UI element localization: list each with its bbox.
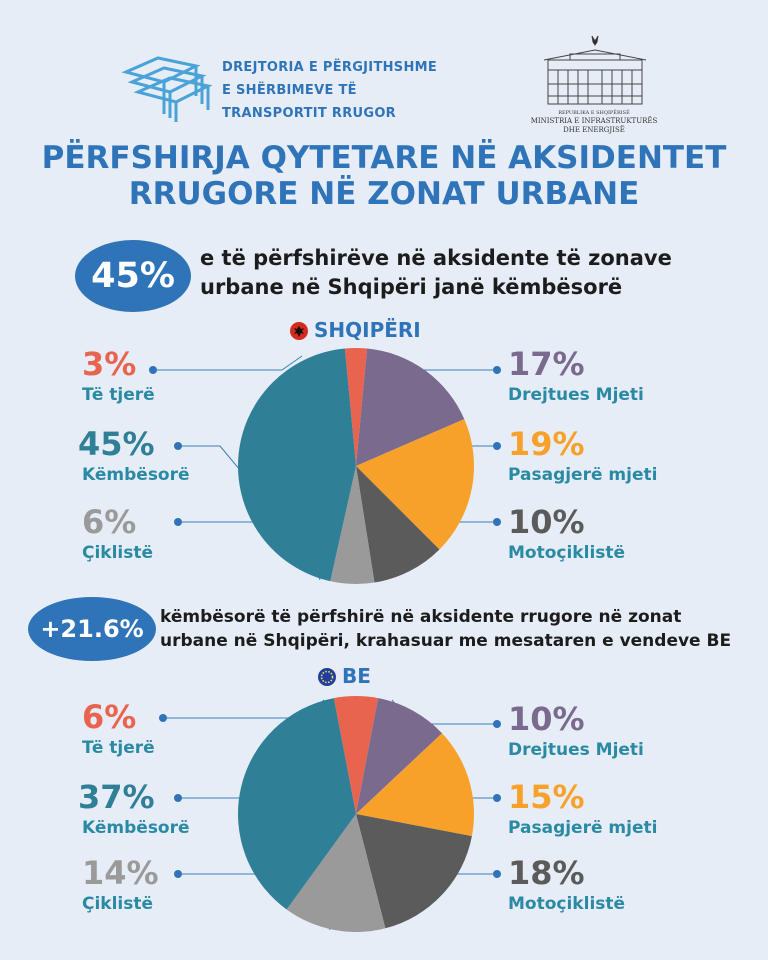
ministry-line-1: REPUBLIKA E SHQIPËRISË [558,110,630,116]
eu-slice-ciklistë [286,814,386,932]
albania-kembesore-marker-dot [174,442,182,450]
albania-drejtues-label: Drejtues Mjeti [508,385,644,405]
eu-flag-icon [318,668,336,686]
eu-drejtues-label: Drejtues Mjeti [508,740,644,760]
eu-ciklistë-marker-dot [174,870,182,878]
eu-motociklistë-label: Motoçiklistë [508,894,626,914]
eu-slice-drejtues [356,698,443,814]
ministry-line-3: DHE ENERGJISË [563,126,625,134]
eu-drejtues-value: 10% [508,700,585,738]
eu-kembesore-value: 37% [78,778,155,816]
eu-ciklistë-label: Çiklistë [82,894,154,914]
eu-pasagjere-marker-dot [493,794,501,802]
albania-kembesore-value: 45% [78,425,155,463]
albania-slice-drejtues [356,348,465,466]
org-name-line-2: E SHËRBIMEVE TË [222,83,357,98]
eu-motociklistë-value: 18% [508,854,585,892]
albania-slice-te-tjere [344,347,368,466]
section-title-albania: SHQIPËRI [314,318,421,342]
org-name-line-3: TRANSPORTIT RRUGOR [222,106,396,121]
eu-drejtues-marker-dot [493,720,501,728]
highlight-216-text: këmbësorë të përfshirë në aksidente rrug… [160,607,732,651]
highlight-216-badge: +21.6% [28,597,156,661]
albania-te-tjere-leader-line [153,355,303,371]
dpshtrr-logo [121,56,213,122]
albania-pasagjere-label: Pasagjerë mjeti [508,465,658,485]
eu-pasagjere-value: 15% [508,778,585,816]
eu-te-tjere-marker-dot [159,714,167,722]
eu-slice-kembesore [237,698,356,910]
albania-slice-kembesore [238,348,356,582]
albania-kembesore-leader-line [178,445,241,471]
albania-motociklistë-marker-dot [493,518,501,526]
eu-te-tjere-label: Të tjerë [82,738,155,758]
albania-slice-motociklistë [356,466,440,583]
org-name-line-1: DREJTORIA E PËRGJITHSHME [222,60,438,75]
albania-slice-pasagjere [356,419,475,550]
eu-slice-motociklistë [356,814,472,929]
eu-motociklistë-marker-dot [493,870,501,878]
albania-te-tjere-marker-dot [149,366,157,374]
albania-flag-icon [290,322,308,340]
eu-kembesore-label: Këmbësorë [82,818,190,838]
albania-pasagjere-value: 19% [508,425,585,463]
albania-slice-ciklistë [330,466,375,584]
albania-drejtues-value: 17% [508,345,585,383]
highlight-45-text: e të përfshirëve në aksidente të zonave … [200,246,672,299]
ministry-line-2: MINISTRIA E INFRASTRUKTURËS [530,117,658,125]
albania-kembesore-label: Këmbësorë [82,465,190,485]
eu-slice-te-tjere [333,695,379,814]
eu-te-tjere-value: 6% [82,698,137,736]
page-title: PËRFSHIRJA QYTETARE NË AKSIDENTET RRUGOR… [41,140,727,212]
albania-motociklistë-label: Motoçiklistë [508,543,626,563]
albania-ciklistë-label: Çiklistë [82,543,154,563]
albania-motociklistë-value: 10% [508,503,585,541]
section-title-eu: BE [342,664,371,688]
albania-drejtues-marker-dot [493,366,501,374]
albania-te-tjere-value: 3% [82,345,137,383]
albania-te-tjere-label: Të tjerë [82,385,155,405]
albania-ciklistë-marker-dot [174,518,182,526]
eu-kembesore-marker-dot [174,794,182,802]
eu-slice-pasagjere [356,733,474,837]
highlight-45-badge: 45% [75,240,191,312]
eu-ciklistë-value: 14% [82,854,159,892]
eu-pasagjere-label: Pasagjerë mjeti [508,818,658,838]
ministry-building-emblem [543,35,647,105]
albania-pasagjere-marker-dot [493,442,501,450]
albania-ciklistë-value: 6% [82,503,137,541]
